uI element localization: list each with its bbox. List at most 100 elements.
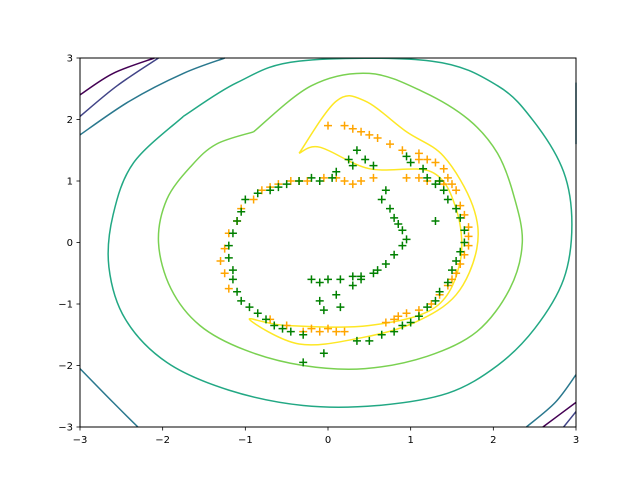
scatter-point [381, 186, 390, 195]
scatter-point [348, 180, 357, 189]
scatter-point [253, 189, 262, 198]
contour-line [248, 95, 479, 346]
scatter-point [361, 155, 370, 164]
scatter-point [245, 303, 254, 312]
x-tick-label: 0 [325, 435, 331, 446]
scatter-point [452, 269, 461, 278]
scatter-point [460, 210, 469, 219]
scatter-point [332, 167, 341, 176]
scatter-point [369, 173, 378, 182]
scatter-point [307, 173, 316, 182]
scatter-point [270, 321, 279, 330]
scatter-point [448, 275, 456, 284]
scatter-point [460, 226, 469, 235]
scatter-point [456, 260, 465, 269]
x-tick-label: −1 [238, 435, 253, 446]
contour-lines [79, 57, 577, 428]
scatter-point [278, 324, 287, 333]
scatter-point [377, 195, 386, 204]
scatter-point [423, 303, 432, 312]
scatter-point [357, 275, 366, 284]
scatter-point [431, 216, 440, 225]
scatter-point [328, 173, 337, 182]
scatter-point [452, 186, 461, 195]
scatter-point [344, 155, 353, 164]
y-tick-label: 1 [67, 177, 73, 188]
scatter-point [340, 327, 349, 336]
y-tick-label: −3 [58, 423, 73, 434]
scatter-point [241, 195, 250, 204]
scatter-point [262, 315, 270, 324]
contour-line [563, 411, 577, 428]
scatter-point [303, 177, 312, 185]
scatter-point [460, 250, 469, 259]
scatter-point [414, 155, 423, 164]
contour-line [107, 57, 573, 408]
scatter-point [456, 201, 465, 210]
contour-line [79, 368, 139, 428]
contour-line [79, 57, 155, 96]
scatter-point [220, 244, 229, 253]
scatter-point [386, 140, 394, 149]
scatter-point [377, 330, 386, 339]
scatter-point [373, 133, 382, 142]
scatter-point [332, 327, 341, 336]
scatter-point [398, 226, 407, 235]
scatter-point [348, 161, 357, 170]
scatter-point [257, 186, 266, 195]
scatter-point [390, 327, 399, 336]
scatter-point [228, 229, 237, 238]
scatter-point [464, 232, 473, 241]
scatter-point [233, 216, 242, 225]
scatter-point [460, 238, 469, 247]
scatter-point [282, 321, 291, 330]
scatter-point [431, 180, 440, 189]
scatter-point [398, 146, 407, 155]
scatter-point [307, 324, 316, 333]
scatter-point [386, 204, 394, 213]
scatter-point [315, 296, 324, 305]
scatter-point [224, 284, 233, 293]
scatter-point [406, 318, 415, 327]
scatter-point [237, 207, 246, 216]
scatter-point [394, 220, 403, 229]
y-ticks: −3 −2 −1 0 1 2 3 [58, 54, 80, 434]
scatter-point [224, 241, 233, 250]
scatter-point [402, 152, 411, 161]
scatter-point [435, 287, 444, 296]
scatter-point [220, 269, 229, 278]
x-tick-label: 1 [407, 435, 413, 446]
scatter-point [439, 164, 448, 173]
scatter-point [365, 336, 374, 345]
scatter-point [390, 213, 399, 222]
scatter-point [348, 272, 357, 281]
scatter-point [266, 186, 275, 195]
scatter-point [307, 275, 316, 284]
scatter-point [414, 173, 423, 182]
scatter-point [448, 180, 456, 189]
scatter-point [332, 290, 341, 299]
scatter-point [348, 124, 357, 133]
scatter-point [336, 303, 345, 312]
scatter-point [324, 275, 332, 284]
scatter-point [352, 336, 361, 345]
scatter-point [448, 266, 456, 275]
plot-frame [79, 57, 577, 428]
y-tick-label: −2 [58, 361, 73, 372]
scatter-point [233, 287, 242, 296]
scatter-point [394, 312, 403, 321]
scatter-point [464, 223, 473, 232]
scatter-point [369, 269, 378, 278]
scatter-point [216, 256, 225, 265]
scatter-point [336, 275, 345, 284]
scatter-point [324, 121, 332, 130]
x-ticks: −3 −2 −1 0 1 2 3 [73, 427, 579, 446]
scatter-point [390, 250, 399, 259]
scatter-point [427, 300, 436, 308]
contour-line [79, 57, 159, 117]
scatter-point [299, 358, 308, 367]
scatter-point [352, 146, 361, 155]
scatter-point [390, 315, 399, 324]
scatter-point [452, 204, 461, 213]
scatter-point [249, 195, 258, 204]
